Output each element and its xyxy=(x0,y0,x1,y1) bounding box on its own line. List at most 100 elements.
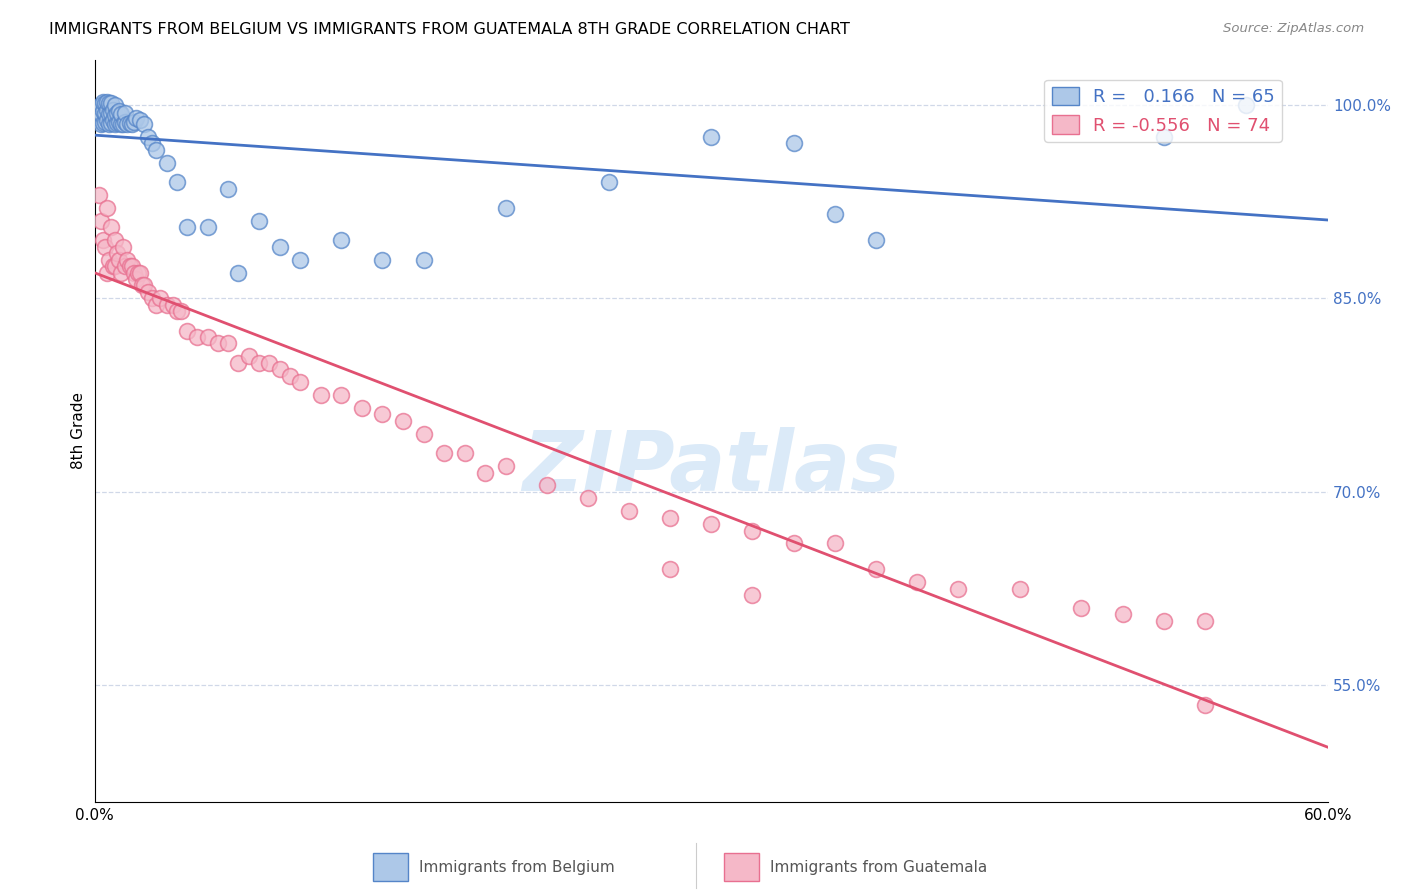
Point xyxy=(217,181,239,195)
Point xyxy=(101,113,124,128)
Point xyxy=(94,114,117,128)
Point xyxy=(91,233,114,247)
Point xyxy=(288,252,311,267)
Point xyxy=(700,130,723,145)
Point xyxy=(110,265,132,279)
Point xyxy=(1194,614,1216,628)
Point xyxy=(104,108,127,122)
Point xyxy=(371,252,394,267)
Point xyxy=(162,298,184,312)
Point xyxy=(412,252,434,267)
Point xyxy=(128,265,150,279)
Point xyxy=(108,252,131,267)
Point xyxy=(141,136,163,151)
Point xyxy=(104,259,127,273)
Point xyxy=(392,414,415,428)
Point xyxy=(118,259,141,273)
Point xyxy=(121,117,143,131)
Point xyxy=(105,116,128,130)
Point xyxy=(782,536,804,550)
Point xyxy=(114,114,136,128)
Point xyxy=(1008,582,1031,596)
Point xyxy=(128,113,150,128)
Point xyxy=(166,304,188,318)
Point xyxy=(1234,97,1257,112)
Point xyxy=(741,524,763,538)
Point xyxy=(207,336,229,351)
Point xyxy=(453,446,475,460)
Point xyxy=(278,368,301,383)
Point xyxy=(105,246,128,260)
Point xyxy=(166,175,188,189)
Point xyxy=(350,401,373,415)
Point xyxy=(288,375,311,389)
Point xyxy=(90,107,112,121)
Point xyxy=(108,104,131,119)
Point xyxy=(97,117,120,131)
Point xyxy=(495,458,517,473)
Point xyxy=(97,107,120,121)
Point xyxy=(100,105,122,120)
Point xyxy=(495,201,517,215)
Point xyxy=(865,233,887,247)
Point xyxy=(96,201,118,215)
Point xyxy=(782,136,804,151)
Point xyxy=(136,130,159,145)
Point xyxy=(100,220,122,235)
Point xyxy=(309,388,332,402)
Point xyxy=(536,478,558,492)
Point xyxy=(125,272,148,286)
Point xyxy=(217,336,239,351)
Text: Source: ZipAtlas.com: Source: ZipAtlas.com xyxy=(1223,22,1364,36)
Point xyxy=(259,356,281,370)
Point xyxy=(105,105,128,120)
Point xyxy=(176,324,198,338)
Point xyxy=(114,259,136,273)
Point xyxy=(101,259,124,273)
Text: Immigrants from Guatemala: Immigrants from Guatemala xyxy=(770,860,988,874)
Point xyxy=(96,103,118,117)
Point xyxy=(598,175,620,189)
Point xyxy=(87,188,110,202)
Point xyxy=(330,388,353,402)
Point xyxy=(905,575,928,590)
Point xyxy=(117,252,139,267)
Point xyxy=(149,291,172,305)
Point xyxy=(110,117,132,131)
Point xyxy=(91,104,114,119)
Point xyxy=(700,517,723,532)
Point xyxy=(145,143,167,157)
Point xyxy=(576,491,599,506)
Point xyxy=(170,304,193,318)
Point xyxy=(96,113,118,128)
Point xyxy=(136,285,159,299)
Point xyxy=(87,113,110,128)
Point xyxy=(94,105,117,120)
Point xyxy=(86,104,108,119)
Text: Immigrants from Belgium: Immigrants from Belgium xyxy=(419,860,614,874)
Point xyxy=(197,220,219,235)
Point xyxy=(741,588,763,602)
Point xyxy=(104,97,127,112)
Point xyxy=(125,111,148,125)
Point xyxy=(412,426,434,441)
Point xyxy=(91,95,114,110)
Point xyxy=(91,116,114,130)
Point xyxy=(1153,130,1175,145)
Point xyxy=(104,233,127,247)
Point xyxy=(228,356,250,370)
Point xyxy=(659,510,682,524)
Legend: R =   0.166   N = 65, R = -0.556   N = 74: R = 0.166 N = 65, R = -0.556 N = 74 xyxy=(1045,79,1282,142)
Point xyxy=(197,330,219,344)
Point xyxy=(112,117,135,131)
Point xyxy=(94,240,117,254)
Point xyxy=(100,96,122,111)
Point xyxy=(824,207,846,221)
Point xyxy=(1194,698,1216,712)
Point xyxy=(617,504,640,518)
Point xyxy=(474,466,496,480)
Point xyxy=(1111,607,1133,622)
Point xyxy=(145,298,167,312)
Point xyxy=(114,105,136,120)
Point xyxy=(865,562,887,576)
